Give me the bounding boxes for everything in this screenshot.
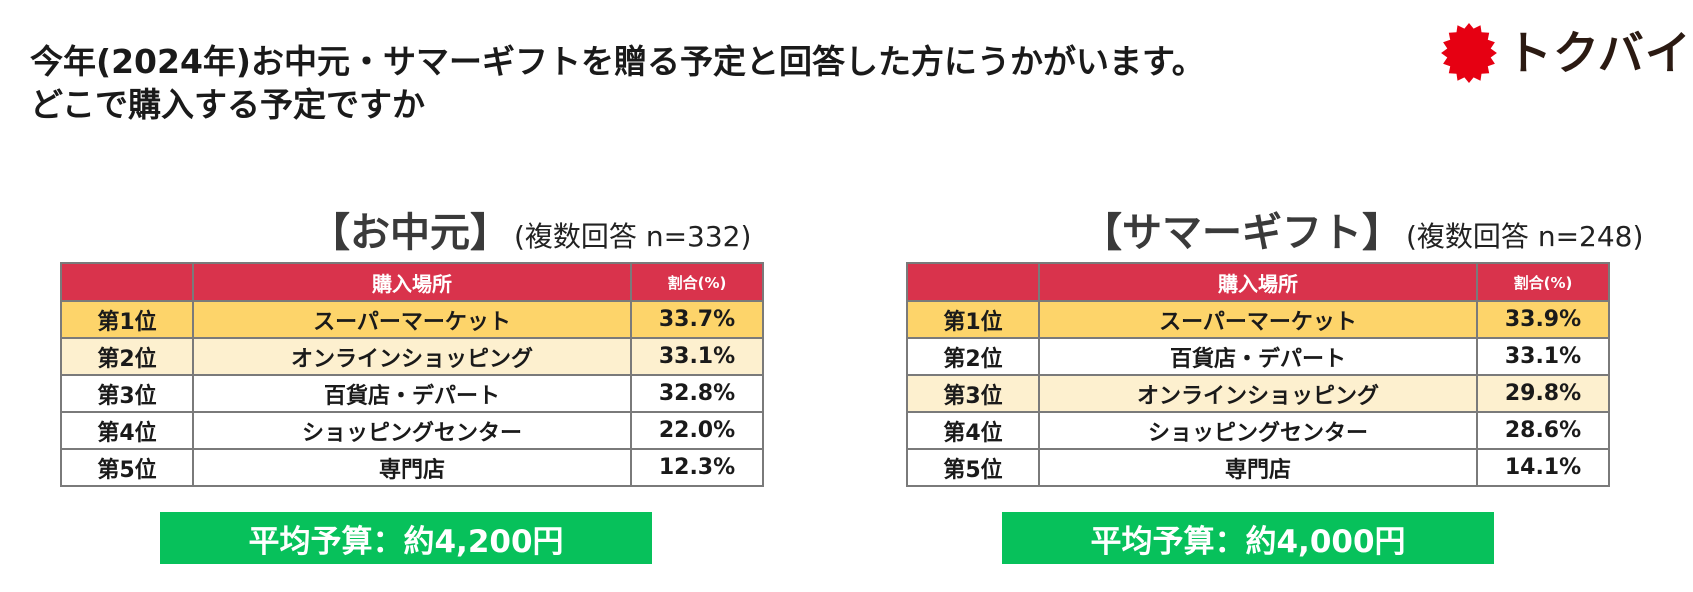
rank-header <box>60 262 194 302</box>
page-title: 今年(2024年)お中元・サマーギフトを贈る予定と回答した方にうかがいます。 ど… <box>30 40 1205 126</box>
place-cell: 専門店 <box>1038 448 1478 487</box>
summer-gift-title: 【サマーギフト】 <box>1082 210 1402 256</box>
ochugen-ranking-table: 購入場所 割合(%) 第1位 スーパーマーケット 33.7% 第2位 オンライン… <box>60 262 764 487</box>
place-cell: スーパーマーケット <box>1038 300 1478 339</box>
place-cell: 専門店 <box>192 448 632 487</box>
place-cell: ショッピングセンター <box>192 411 632 450</box>
place-cell: 百貨店・デパート <box>192 374 632 413</box>
table-header-row: 購入場所 割合(%) <box>906 262 1610 302</box>
rank-cell: 第5位 <box>906 448 1040 487</box>
ratio-cell: 32.8% <box>630 374 764 413</box>
rank-cell: 第3位 <box>60 374 194 413</box>
tokubai-logo: トクバイ <box>1438 20 1692 86</box>
rank-cell: 第4位 <box>60 411 194 450</box>
ratio-cell: 33.9% <box>1476 300 1610 339</box>
table-row: 第3位 オンラインショッピング 29.8% <box>906 374 1610 413</box>
table-row: 第5位 専門店 12.3% <box>60 448 764 487</box>
table-row: 第4位 ショッピングセンター 28.6% <box>906 411 1610 450</box>
table-row: 第2位 百貨店・デパート 33.1% <box>906 337 1610 376</box>
table-row: 第3位 百貨店・デパート 32.8% <box>60 374 764 413</box>
ratio-header: 割合(%) <box>630 262 764 302</box>
place-cell: ショッピングセンター <box>1038 411 1478 450</box>
rank-header <box>906 262 1040 302</box>
ratio-cell: 14.1% <box>1476 448 1610 487</box>
ochugen-budget-banner: 平均予算：約4,200円 <box>160 512 652 564</box>
place-cell: 百貨店・デパート <box>1038 337 1478 376</box>
table-row: 第2位 オンラインショッピング 33.1% <box>60 337 764 376</box>
ratio-cell: 33.1% <box>630 337 764 376</box>
ratio-cell: 33.1% <box>1476 337 1610 376</box>
table-row: 第1位 スーパーマーケット 33.7% <box>60 300 764 339</box>
rank-cell: 第5位 <box>60 448 194 487</box>
logo-text: トクバイ <box>1506 26 1692 80</box>
summer-gift-budget-banner: 平均予算：約4,000円 <box>1002 512 1494 564</box>
table-row: 第4位 ショッピングセンター 22.0% <box>60 411 764 450</box>
table-header-row: 購入場所 割合(%) <box>60 262 764 302</box>
rank-cell: 第2位 <box>60 337 194 376</box>
place-cell: オンラインショッピング <box>192 337 632 376</box>
ochugen-heading: 【お中元】 (複数回答 n=332) <box>310 200 751 258</box>
place-cell: スーパーマーケット <box>192 300 632 339</box>
summer-gift-ranking-table: 購入場所 割合(%) 第1位 スーパーマーケット 33.9% 第2位 百貨店・デ… <box>906 262 1610 487</box>
ratio-cell: 22.0% <box>630 411 764 450</box>
table-row: 第5位 専門店 14.1% <box>906 448 1610 487</box>
table-row: 第1位 スーパーマーケット 33.9% <box>906 300 1610 339</box>
ratio-cell: 28.6% <box>1476 411 1610 450</box>
place-cell: オンラインショッピング <box>1038 374 1478 413</box>
rank-cell: 第4位 <box>906 411 1040 450</box>
summer-gift-heading: 【サマーギフト】 (複数回答 n=248) <box>1082 200 1643 258</box>
ratio-cell: 33.7% <box>630 300 764 339</box>
rank-cell: 第1位 <box>60 300 194 339</box>
rank-cell: 第1位 <box>906 300 1040 339</box>
ratio-cell: 29.8% <box>1476 374 1610 413</box>
place-header: 購入場所 <box>1038 262 1478 302</box>
rank-cell: 第3位 <box>906 374 1040 413</box>
title-line-2: どこで購入する予定ですか <box>30 85 426 124</box>
ochugen-title: 【お中元】 <box>310 210 510 256</box>
place-header: 購入場所 <box>192 262 632 302</box>
rank-cell: 第2位 <box>906 337 1040 376</box>
title-line-1: 今年(2024年)お中元・サマーギフトを贈る予定と回答した方にうかがいます。 <box>30 42 1205 81</box>
ochugen-sample-size: (複数回答 n=332) <box>514 220 752 253</box>
ratio-cell: 12.3% <box>630 448 764 487</box>
ratio-header: 割合(%) <box>1476 262 1610 302</box>
summer-gift-sample-size: (複数回答 n=248) <box>1406 220 1644 253</box>
red-burst-icon <box>1441 23 1497 83</box>
